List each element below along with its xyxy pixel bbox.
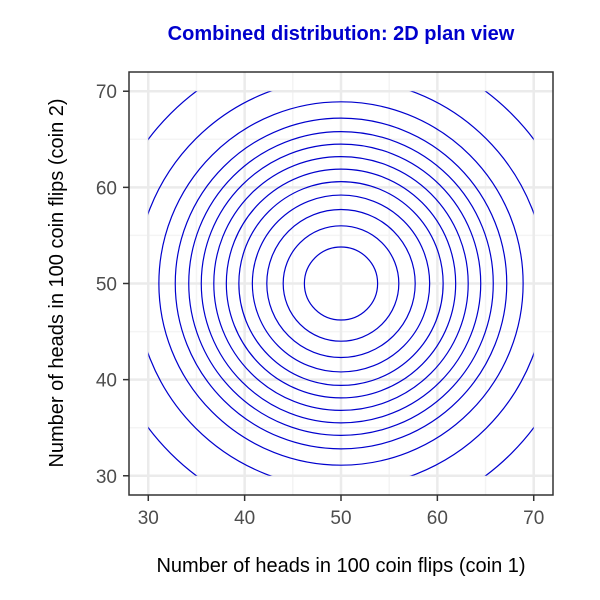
- chart-title: Combined distribution: 2D plan view: [168, 23, 515, 45]
- grid-layer: [129, 72, 553, 495]
- x-tick-label: 30: [138, 508, 159, 529]
- y-tick-label: 30: [96, 467, 117, 488]
- contour-ring-3: [266, 208, 416, 359]
- x-axis-title: Number of heads in 100 coin flips (coin …: [156, 555, 525, 577]
- contour-ring-8: [200, 143, 482, 424]
- contour-ring-10: [174, 117, 508, 450]
- y-tick-label: 40: [96, 371, 117, 392]
- contour-ring-1: [303, 246, 379, 321]
- y-tick-label: 70: [96, 82, 117, 103]
- contour-ring-6: [225, 168, 457, 399]
- contour-ring-5: [238, 180, 444, 387]
- contour-ring-4: [251, 194, 431, 373]
- x-tick-label: 60: [427, 508, 448, 529]
- contour-layer: [148, 91, 534, 476]
- tick-layer: 30 40 50 60 70 30 40 50 60 70: [96, 82, 544, 529]
- x-tick-label: 40: [234, 508, 255, 529]
- y-tick-label: 50: [96, 275, 117, 296]
- x-tick-label: 70: [523, 508, 544, 529]
- y-axis-title: Number of heads in 100 coin flips (coin …: [46, 98, 68, 467]
- contour-ring-9: [188, 131, 494, 436]
- contour-ring-7: [213, 156, 469, 412]
- y-tick-label: 60: [96, 178, 117, 199]
- x-tick-label: 50: [330, 508, 351, 529]
- contour-ring-11: [158, 101, 524, 466]
- contour-ring-2: [282, 225, 400, 342]
